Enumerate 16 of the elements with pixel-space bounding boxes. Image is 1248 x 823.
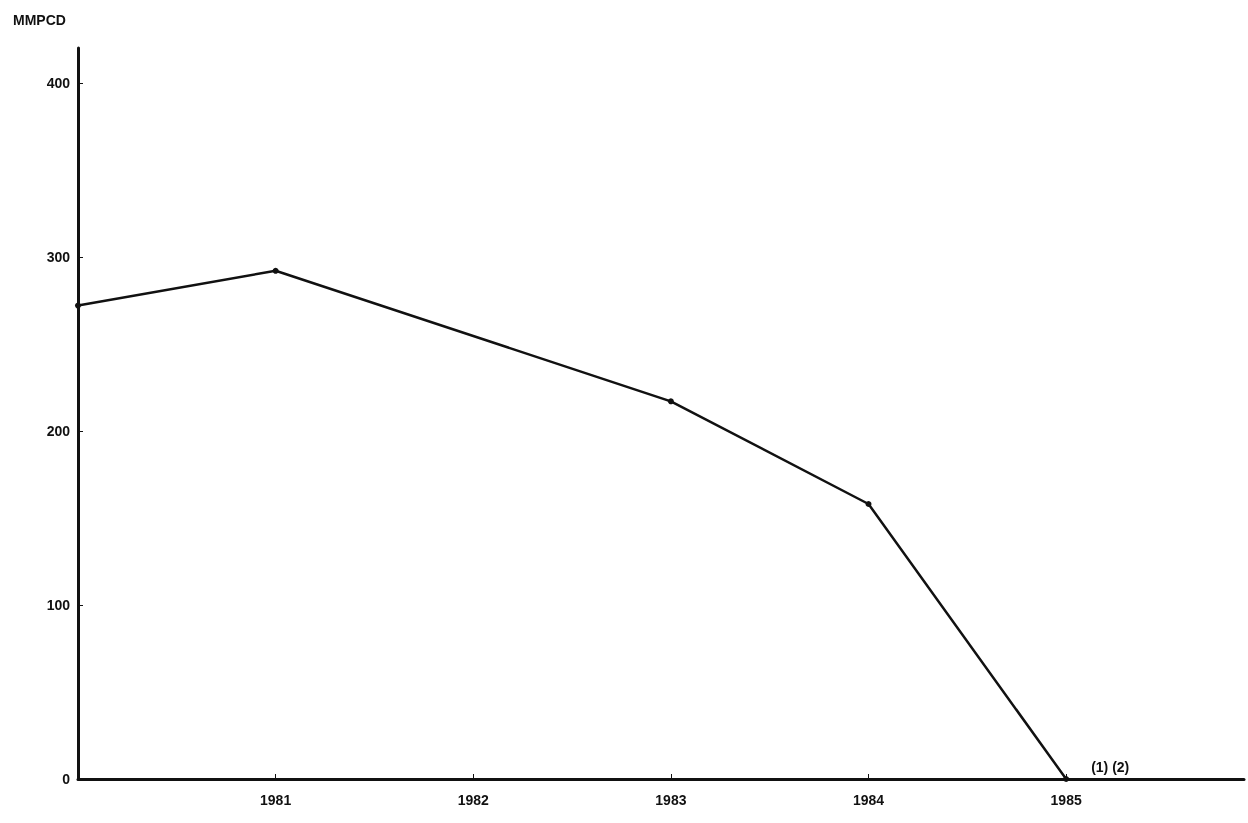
x-tick-label: 1982 bbox=[457, 792, 490, 808]
point bbox=[272, 267, 279, 274]
annotation: (1) (2) bbox=[1091, 759, 1130, 775]
y-tick-label: 200 bbox=[46, 422, 71, 439]
point bbox=[75, 302, 81, 309]
x-tick-label: 1985 bbox=[1050, 792, 1082, 808]
x-tick-label: 1981 bbox=[260, 792, 292, 808]
y-tick-label: 300 bbox=[46, 248, 71, 265]
point bbox=[667, 398, 674, 405]
y-axis-title: MMPCD bbox=[13, 12, 66, 28]
point bbox=[865, 501, 872, 507]
y-tick-label: 100 bbox=[46, 596, 71, 613]
y-tick-label: 0 bbox=[62, 771, 71, 787]
x-tick-label: 1984 bbox=[852, 792, 885, 808]
y-tick-label: 400 bbox=[46, 74, 71, 91]
x-tick-label: 1983 bbox=[655, 792, 687, 808]
